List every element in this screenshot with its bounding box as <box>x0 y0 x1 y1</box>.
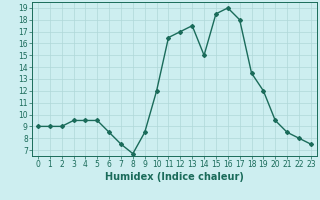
X-axis label: Humidex (Indice chaleur): Humidex (Indice chaleur) <box>105 172 244 182</box>
